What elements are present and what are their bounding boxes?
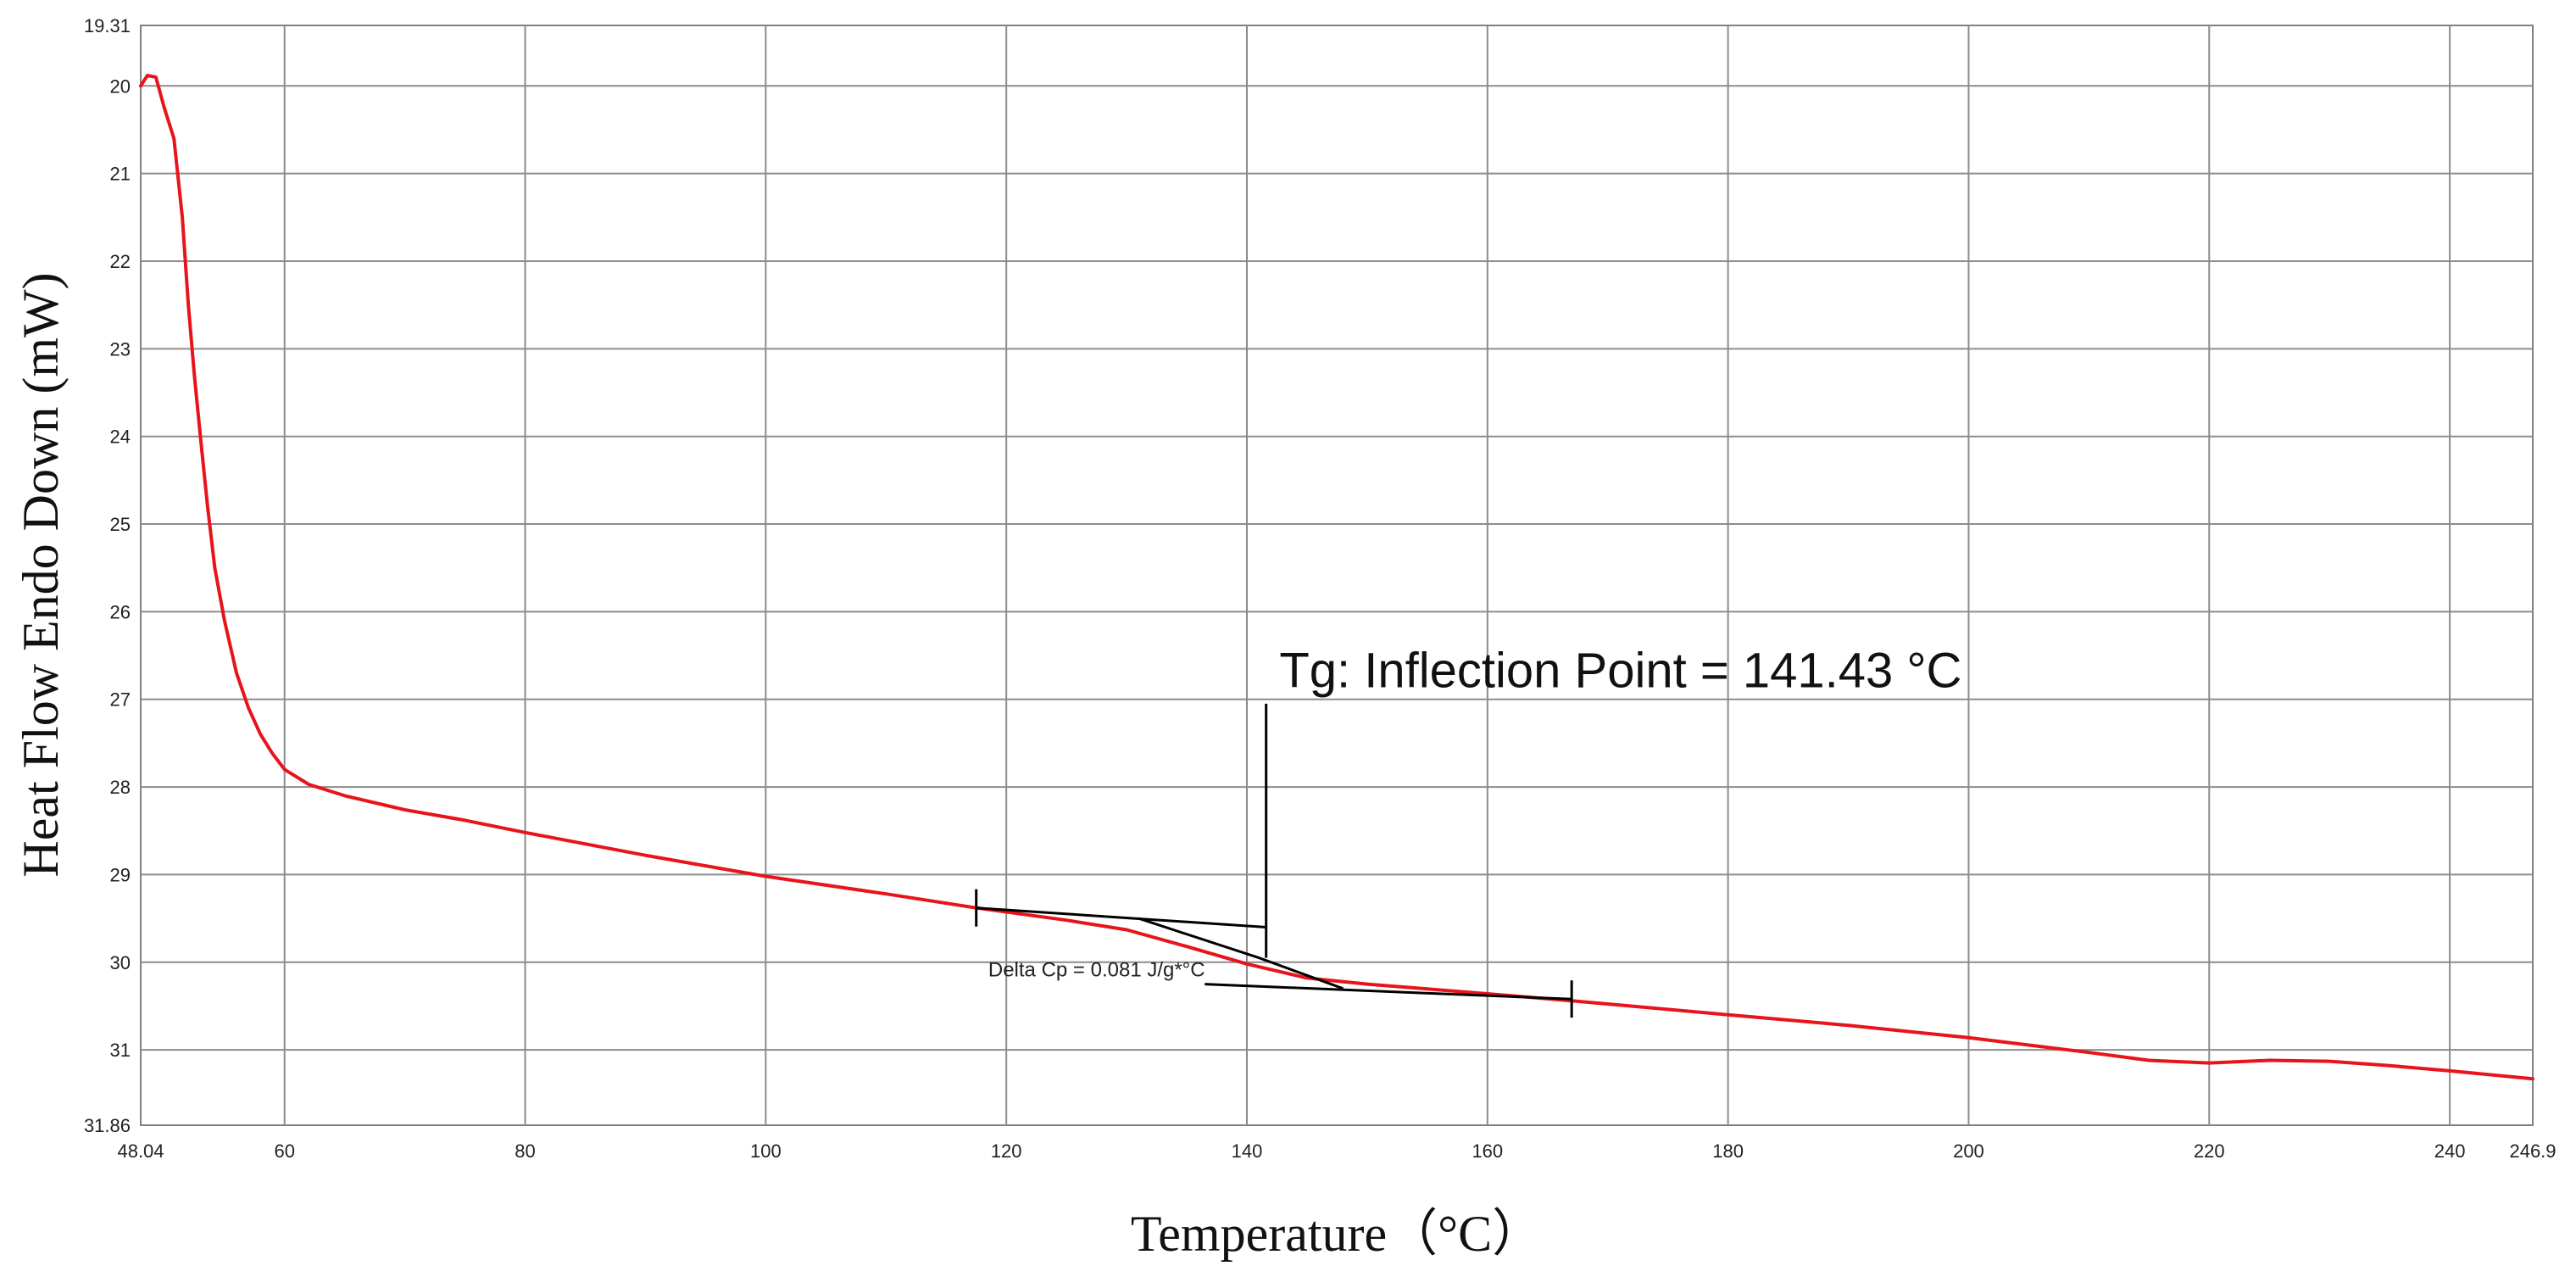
x-tick-label: 180 — [1712, 1140, 1744, 1162]
y-axis-title: Heat Flow Endo Down (mW) — [13, 272, 69, 877]
y-tick-label: 25 — [110, 514, 131, 535]
y-tick-label: 26 — [110, 601, 131, 622]
grid-lines — [141, 25, 2533, 1125]
x-tick-label: 220 — [2194, 1140, 2225, 1162]
y-tick-label: 28 — [110, 777, 131, 798]
delta-cp-annotation: Delta Cp = 0.081 J/g*°C — [988, 958, 1205, 981]
y-tick-label: 20 — [110, 75, 131, 97]
y-tick-label: 19.31 — [84, 15, 131, 36]
tg-annotation: Tg: Inflection Point = 141.43 °C — [1279, 644, 1961, 699]
y-tick-label: 22 — [110, 251, 131, 272]
x-tick-label: 100 — [750, 1140, 782, 1162]
x-tick-label: 160 — [1472, 1140, 1503, 1162]
series-layer — [139, 73, 2534, 1081]
x-tick-label: 246.9 — [2509, 1140, 2556, 1162]
annotations: Tg: Inflection Point = 141.43 °C Delta Cp… — [988, 644, 1962, 982]
x-tick-label: 48.04 — [117, 1140, 164, 1162]
construction-line — [1205, 983, 1572, 1001]
y-tick-label: 31 — [110, 1040, 131, 1061]
x-tick-label: 80 — [515, 1140, 535, 1162]
y-tick-label: 21 — [110, 164, 131, 185]
x-tick-label: 140 — [1232, 1140, 1263, 1162]
y-tick-label: 27 — [110, 689, 131, 711]
x-tick-label: 200 — [1953, 1140, 1984, 1162]
x-axis-title: Temperature（°C） — [1131, 1206, 1543, 1262]
y-tick-label: 30 — [110, 952, 131, 973]
x-tick-label: 240 — [2434, 1140, 2466, 1162]
y-tick-label: 29 — [110, 864, 131, 885]
construction-line — [976, 906, 1266, 928]
y-tick-labels: 19.31 20 21 22 23 24 25 26 27 28 29 30 31 31.86 — [84, 15, 131, 1136]
x-tick-label: 60 — [274, 1140, 294, 1162]
x-tick-labels: 48.04 60 80 100 120 140 160 180 200 220 240 246.9 — [117, 1140, 2556, 1162]
y-tick-label: 24 — [110, 427, 131, 448]
construction-line — [1138, 917, 1344, 990]
construction-lines — [975, 703, 1573, 1018]
plot-area — [140, 25, 2534, 1126]
y-tick-label: 23 — [110, 338, 131, 360]
x-tick-label: 120 — [991, 1140, 1022, 1162]
heat-flow-series-line — [139, 73, 2534, 1081]
y-tick-label: 31.86 — [84, 1115, 131, 1136]
